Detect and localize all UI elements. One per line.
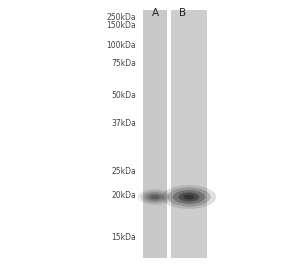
- Text: 20kDa: 20kDa: [111, 191, 136, 200]
- Text: B: B: [179, 8, 186, 18]
- Ellipse shape: [147, 194, 163, 200]
- Text: 75kDa: 75kDa: [111, 59, 136, 68]
- Text: 25kDa: 25kDa: [111, 167, 136, 177]
- Ellipse shape: [162, 185, 216, 209]
- Bar: [171, 10, 207, 258]
- Ellipse shape: [141, 191, 169, 204]
- Text: 15kDa: 15kDa: [111, 233, 136, 243]
- Ellipse shape: [151, 195, 159, 199]
- Text: 250kDa: 250kDa: [106, 13, 136, 22]
- Text: 150kDa: 150kDa: [106, 21, 136, 31]
- Ellipse shape: [183, 195, 195, 199]
- Text: 37kDa: 37kDa: [111, 120, 136, 129]
- Text: 50kDa: 50kDa: [111, 92, 136, 101]
- Ellipse shape: [138, 189, 173, 205]
- Bar: [143, 10, 167, 258]
- Ellipse shape: [173, 190, 205, 204]
- Text: 100kDa: 100kDa: [106, 41, 136, 50]
- Ellipse shape: [168, 187, 211, 206]
- Ellipse shape: [144, 192, 166, 202]
- Ellipse shape: [179, 192, 200, 201]
- Text: A: A: [151, 8, 158, 18]
